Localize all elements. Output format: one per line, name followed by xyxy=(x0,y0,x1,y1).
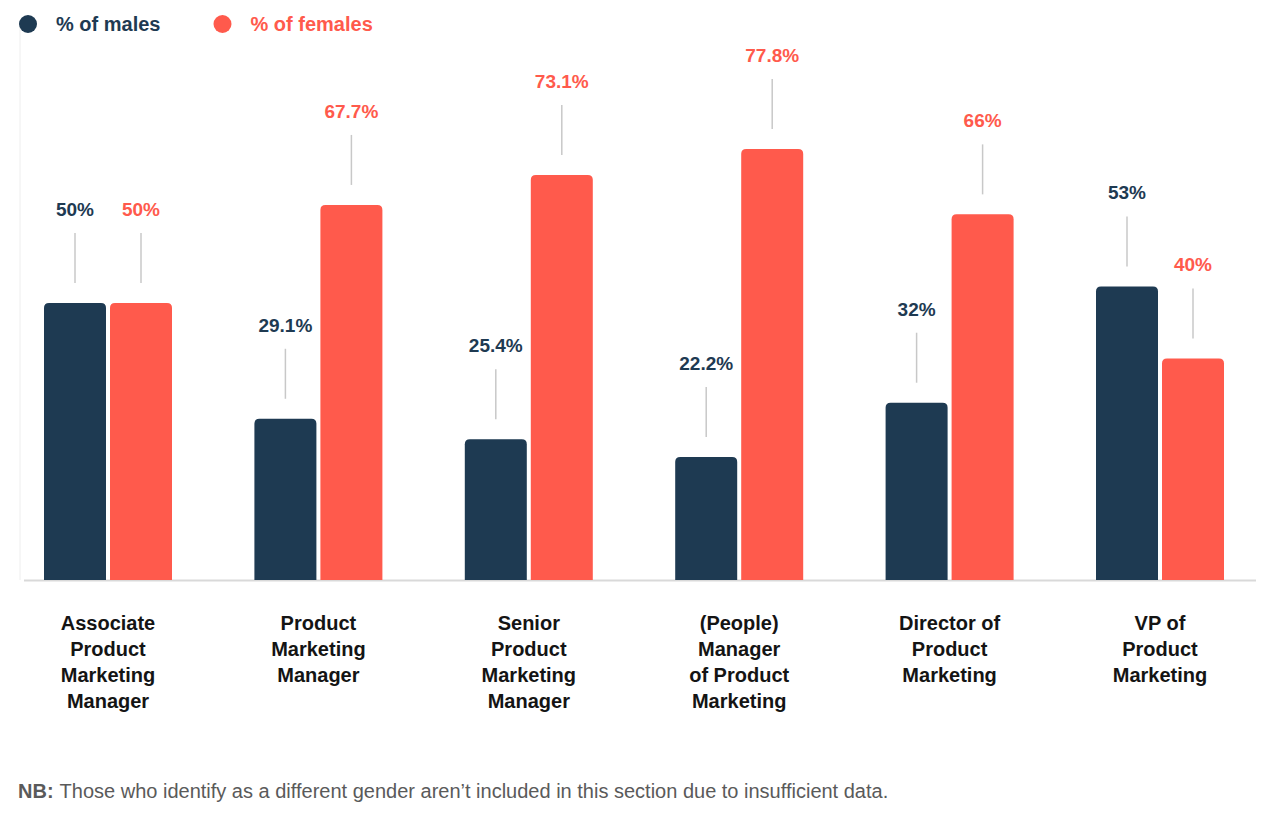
bar xyxy=(254,419,316,580)
data-label: 22.2% xyxy=(679,353,733,374)
data-label: 29.1% xyxy=(258,315,312,336)
bar xyxy=(741,149,803,580)
category-label: ProductMarketingManager xyxy=(271,612,365,686)
note-label: NB: xyxy=(18,780,54,802)
leader-line xyxy=(771,79,773,129)
baseline xyxy=(24,580,1256,582)
category-label: SeniorProductMarketingManager xyxy=(482,612,576,712)
bar xyxy=(675,457,737,580)
chart-root: 50% 29.1% 25.4% 22.2% 32% 53% 50% 67.7% 73.1% 77.… xyxy=(0,0,1268,828)
leader-line xyxy=(74,233,76,283)
bar xyxy=(1162,358,1224,580)
data-label: 66% xyxy=(964,110,1002,131)
leader-line xyxy=(982,144,984,194)
leader-line xyxy=(916,333,918,383)
category-label: AssociateProductMarketingManager xyxy=(61,612,156,712)
data-label: 50% xyxy=(56,199,94,220)
leader-line xyxy=(705,387,707,437)
category-label: Director ofProductMarketing xyxy=(899,612,1000,686)
category-label: (People)Managerof ProductMarketing xyxy=(689,612,789,712)
bar xyxy=(531,175,593,580)
legend-swatch xyxy=(213,15,231,33)
data-label: 67.7% xyxy=(324,101,378,122)
note-text: Those who identify as a different gender… xyxy=(60,780,889,802)
data-label: 40% xyxy=(1174,254,1212,275)
chart: 50% 29.1% 25.4% 22.2% 32% 53% 50% 67.7% 73.1% 77.… xyxy=(0,0,1268,828)
data-label: 50% xyxy=(122,199,160,220)
leader-line xyxy=(1192,288,1194,338)
data-label: 73.1% xyxy=(535,71,589,92)
legend-label: % of females xyxy=(250,13,372,35)
bar xyxy=(886,403,948,580)
leader-line xyxy=(140,233,142,283)
bar xyxy=(110,303,172,580)
category-labels: AssociateProductMarketingManager ProductM… xyxy=(61,612,1207,712)
bar xyxy=(465,439,527,580)
bar xyxy=(320,205,382,580)
note: NB: Those who identify as a different gen… xyxy=(18,780,888,802)
legend-swatch xyxy=(19,15,37,33)
legend-label: % of males xyxy=(56,13,160,35)
leader-line xyxy=(1126,216,1128,266)
bar xyxy=(1096,286,1158,580)
leader-line xyxy=(495,369,497,419)
data-label: 53% xyxy=(1108,182,1146,203)
legend: % of males % of females xyxy=(19,13,373,35)
data-label: 25.4% xyxy=(469,335,523,356)
leader-line xyxy=(351,135,353,185)
category-label: VP ofProductMarketing xyxy=(1113,612,1207,686)
bar xyxy=(44,303,106,580)
data-labels: 50% 29.1% 25.4% 22.2% 32% 53% 50% 67.7% 73.1% 77.… xyxy=(56,45,1212,437)
leader-line xyxy=(561,105,563,155)
bar xyxy=(952,214,1014,580)
value-axis-line xyxy=(20,26,21,580)
data-label: 32% xyxy=(898,299,936,320)
data-label: 77.8% xyxy=(745,45,799,66)
leader-line xyxy=(285,349,287,399)
bars xyxy=(44,149,1224,580)
